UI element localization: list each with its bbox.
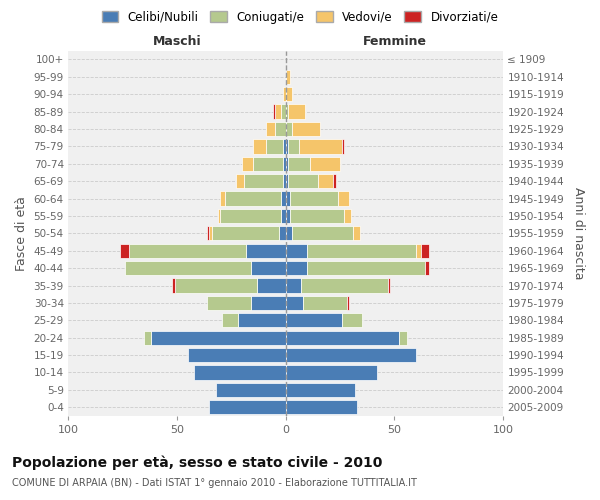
Bar	[286, 87, 292, 102]
Bar	[286, 278, 301, 292]
Bar	[347, 296, 349, 310]
Bar	[175, 278, 257, 292]
Bar	[286, 261, 307, 276]
Text: Femmine: Femmine	[362, 35, 427, 48]
Bar	[286, 70, 290, 84]
Text: Popolazione per età, sesso e stato civile - 2010: Popolazione per età, sesso e stato civil…	[12, 455, 382, 469]
Bar	[266, 140, 283, 153]
Bar	[307, 244, 416, 258]
Bar	[223, 313, 238, 328]
Bar	[286, 174, 288, 188]
Bar	[253, 156, 283, 171]
Bar	[353, 226, 359, 240]
Bar	[286, 348, 416, 362]
Bar	[257, 278, 286, 292]
Bar	[224, 192, 281, 205]
Bar	[216, 383, 286, 397]
Bar	[286, 209, 290, 223]
Bar	[299, 140, 342, 153]
Bar	[286, 192, 290, 205]
Bar	[288, 140, 299, 153]
Bar	[172, 278, 175, 292]
Text: Maschi: Maschi	[152, 35, 201, 48]
Bar	[125, 261, 251, 276]
Bar	[209, 400, 286, 414]
Bar	[416, 244, 421, 258]
Bar	[388, 278, 390, 292]
Bar	[242, 156, 253, 171]
Bar	[303, 296, 347, 310]
Bar	[290, 209, 344, 223]
Bar	[288, 174, 318, 188]
Bar	[218, 209, 220, 223]
Bar	[209, 226, 212, 240]
Bar	[279, 226, 286, 240]
Bar	[334, 174, 335, 188]
Bar	[253, 140, 266, 153]
Bar	[281, 104, 286, 119]
Bar	[290, 192, 338, 205]
Bar	[220, 192, 224, 205]
Y-axis label: Anni di nascita: Anni di nascita	[572, 187, 585, 280]
Bar	[286, 226, 292, 240]
Bar	[283, 140, 286, 153]
Bar	[342, 140, 344, 153]
Bar	[212, 226, 279, 240]
Bar	[286, 366, 377, 380]
Bar	[288, 104, 305, 119]
Bar	[344, 209, 351, 223]
Bar	[194, 366, 286, 380]
Bar	[301, 278, 388, 292]
Bar	[266, 122, 275, 136]
Bar	[421, 244, 429, 258]
Bar	[207, 296, 251, 310]
Bar	[251, 296, 286, 310]
Bar	[247, 244, 286, 258]
Bar	[307, 261, 425, 276]
Bar	[286, 296, 303, 310]
Bar	[286, 140, 288, 153]
Bar	[281, 192, 286, 205]
Bar	[286, 104, 288, 119]
Bar	[151, 330, 286, 345]
Bar	[292, 122, 320, 136]
Bar	[286, 383, 355, 397]
Bar	[425, 261, 429, 276]
Bar	[120, 244, 129, 258]
Bar	[244, 174, 283, 188]
Bar	[283, 156, 286, 171]
Bar	[275, 122, 286, 136]
Bar	[288, 156, 310, 171]
Bar	[310, 156, 340, 171]
Bar	[318, 174, 334, 188]
Bar	[286, 156, 288, 171]
Bar	[338, 192, 349, 205]
Bar	[286, 330, 399, 345]
Bar	[399, 330, 407, 345]
Text: COMUNE DI ARPAIA (BN) - Dati ISTAT 1° gennaio 2010 - Elaborazione TUTTITALIA.IT: COMUNE DI ARPAIA (BN) - Dati ISTAT 1° ge…	[12, 478, 417, 488]
Bar	[283, 174, 286, 188]
Bar	[286, 244, 307, 258]
Bar	[281, 209, 286, 223]
Bar	[286, 400, 358, 414]
Bar	[188, 348, 286, 362]
Y-axis label: Fasce di età: Fasce di età	[15, 196, 28, 271]
Bar	[144, 330, 151, 345]
Bar	[251, 261, 286, 276]
Bar	[292, 226, 353, 240]
Bar	[129, 244, 247, 258]
Bar	[220, 209, 281, 223]
Bar	[283, 87, 286, 102]
Bar	[236, 174, 244, 188]
Bar	[272, 104, 275, 119]
Legend: Celibi/Nubili, Coniugati/e, Vedovi/e, Divorziati/e: Celibi/Nubili, Coniugati/e, Vedovi/e, Di…	[97, 6, 503, 28]
Bar	[207, 226, 209, 240]
Bar	[342, 313, 362, 328]
Bar	[275, 104, 281, 119]
Bar	[238, 313, 286, 328]
Bar	[286, 313, 342, 328]
Bar	[286, 122, 292, 136]
